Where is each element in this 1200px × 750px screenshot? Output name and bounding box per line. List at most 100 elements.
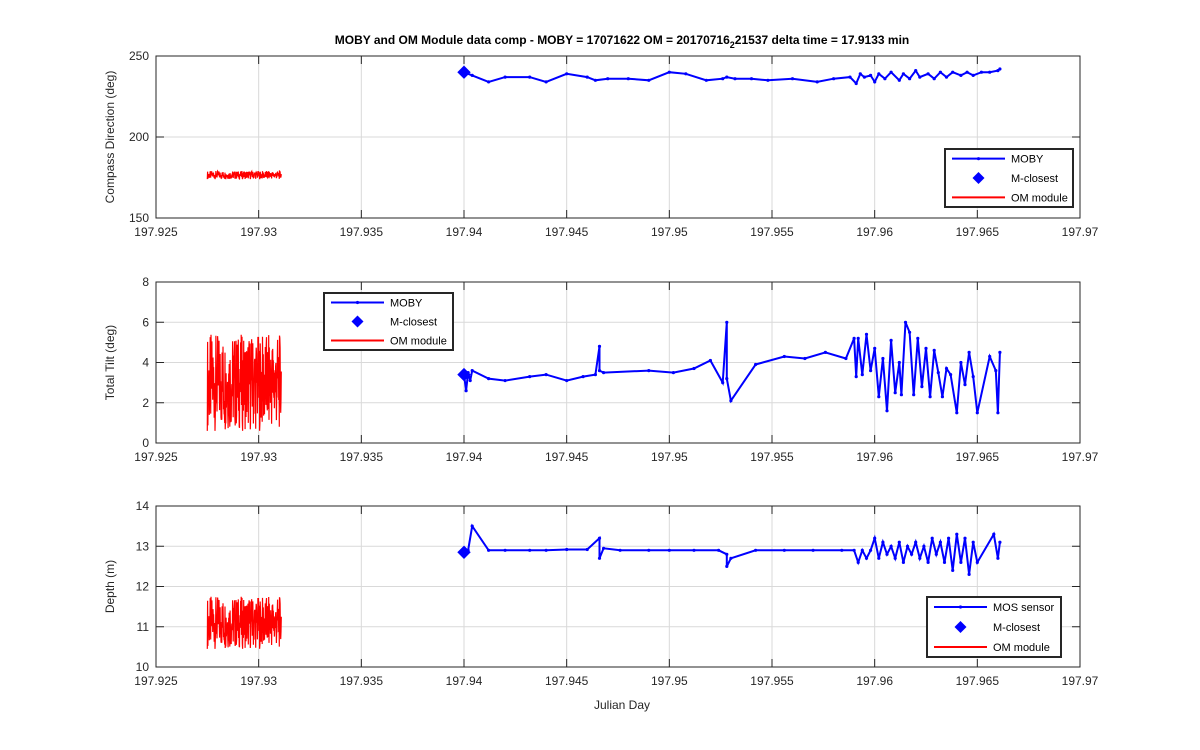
x-tick-label: 197.94 xyxy=(446,674,483,688)
mos-sensor-data-point xyxy=(729,556,733,560)
y-tick-label: 6 xyxy=(142,315,149,329)
moby-data-point xyxy=(782,354,786,359)
om-module-legend-label: OM module xyxy=(390,336,447,348)
m-closest-legend-label: M-closest xyxy=(390,317,437,329)
moby-data-point xyxy=(916,336,920,340)
moby-legend-label: MOBY xyxy=(390,298,423,310)
moby-data-point xyxy=(487,80,491,84)
mos-sensor-data-point xyxy=(692,548,696,552)
mos-sensor-data-point xyxy=(754,548,758,552)
moby-data-point xyxy=(708,358,713,363)
title-subscript: 2 xyxy=(730,40,735,50)
mos-sensor-data-point xyxy=(914,540,918,544)
moby-data-point xyxy=(873,346,877,350)
mos-sensor-data-point xyxy=(860,548,864,552)
moby-data-point xyxy=(928,395,932,399)
mos-sensor-data-point xyxy=(934,552,938,556)
m-closest-legend-label: M-closest xyxy=(1011,173,1058,185)
moby-data-point xyxy=(733,77,737,81)
x-tick-label: 197.935 xyxy=(340,674,384,688)
moby-data-point xyxy=(944,75,949,79)
m-closest-marker xyxy=(457,545,471,559)
x-tick-label: 197.965 xyxy=(956,225,1000,239)
y-axis-label: Compass Direction (deg) xyxy=(103,71,117,204)
mos-sensor-data-point xyxy=(869,548,873,552)
moby-data-point xyxy=(606,77,610,81)
moby-data-point xyxy=(951,70,955,74)
om-module-legend-label: OM module xyxy=(993,642,1050,654)
series-layer xyxy=(206,65,1002,180)
mos-sensor-data-point xyxy=(992,532,996,536)
moby-data-point xyxy=(470,73,474,77)
moby-data-point xyxy=(593,78,598,82)
moby-data-point xyxy=(464,389,468,393)
moby-data-point xyxy=(889,338,893,342)
y-tick-label: 10 xyxy=(136,660,150,674)
moby-data-point xyxy=(869,73,873,77)
mos-sensor-data-point xyxy=(873,536,877,540)
moby-data-point xyxy=(979,70,984,74)
moby-data-point xyxy=(918,75,922,79)
moby-data-point xyxy=(877,72,881,76)
moby-data-point xyxy=(503,75,507,79)
moby-data-point xyxy=(667,70,671,74)
x-tick-label: 197.925 xyxy=(134,225,178,239)
om-module-series-line xyxy=(206,169,282,180)
mos-sensor-data-point xyxy=(597,556,602,560)
moby-data-point xyxy=(965,70,969,74)
moby-data-point xyxy=(626,77,630,81)
moby-data-point xyxy=(844,356,848,361)
y-tick-label: 13 xyxy=(136,539,150,553)
x-tick-label: 197.96 xyxy=(856,225,893,239)
mos-sensor-data-point xyxy=(852,548,856,552)
x-axis-label: Julian Day xyxy=(594,698,650,712)
moby-data-point xyxy=(920,385,924,389)
y-tick-label: 4 xyxy=(142,356,149,370)
mos-sensor-data-point xyxy=(717,548,721,552)
mos-sensor-data-point xyxy=(893,556,897,560)
moby-data-point xyxy=(862,75,867,79)
moby-data-point xyxy=(597,344,602,348)
moby-data-point xyxy=(998,350,1002,354)
mos-sensor-data-point xyxy=(918,556,922,560)
x-tick-label: 197.965 xyxy=(956,450,1000,464)
total-tilt-panel: 197.925 197.93 197.935 197.94 197.945 197.95 1… xyxy=(103,275,1099,464)
mos-sensor-data-point xyxy=(585,547,589,552)
moby-data-point xyxy=(544,373,548,377)
mos-sensor-data-point xyxy=(963,536,967,540)
mos-sensor-data-point xyxy=(840,548,844,552)
om-module-series-line xyxy=(206,334,282,431)
mos-sensor-data-point xyxy=(725,552,729,556)
y-axis-label: Total Tilt (deg) xyxy=(103,325,117,400)
moby-data-point xyxy=(938,70,943,74)
m-closest-legend-marker xyxy=(972,172,985,184)
x-tick-label: 197.95 xyxy=(651,450,688,464)
mos-sensor-data-point xyxy=(667,548,671,552)
moby-data-point xyxy=(671,371,676,375)
y-tick-label: 250 xyxy=(129,49,149,63)
moby-data-point xyxy=(854,375,858,379)
mos-sensor-data-point xyxy=(959,560,963,565)
mos-sensor-data-point xyxy=(930,536,934,540)
moby-data-point xyxy=(944,366,949,371)
x-tick-label: 197.96 xyxy=(856,674,893,688)
moby-data-point xyxy=(897,360,901,365)
moby-data-point xyxy=(503,379,507,383)
moby-data-point xyxy=(869,369,873,373)
y-tick-label: 200 xyxy=(129,130,149,144)
mos-sensor-data-point xyxy=(905,544,910,548)
moby-data-point xyxy=(729,399,733,403)
mos-sensor-data-point xyxy=(975,560,979,565)
moby-data-point xyxy=(684,72,688,76)
m-closest-marker xyxy=(457,367,471,382)
moby-data-point xyxy=(885,409,889,413)
depth-panel: 197.925 197.93 197.935 197.94 197.945 197.95 1… xyxy=(103,499,1099,688)
moby-data-point xyxy=(725,320,729,324)
mos-sensor-data-point xyxy=(926,560,930,565)
moby-data-point xyxy=(848,75,852,79)
moby-data-point xyxy=(994,369,998,373)
mos-sensor-data-point xyxy=(597,536,602,540)
x-tick-label: 197.955 xyxy=(750,225,794,239)
legend: MOBY M-closest OM module xyxy=(944,148,1074,208)
moby-data-point xyxy=(721,77,725,81)
